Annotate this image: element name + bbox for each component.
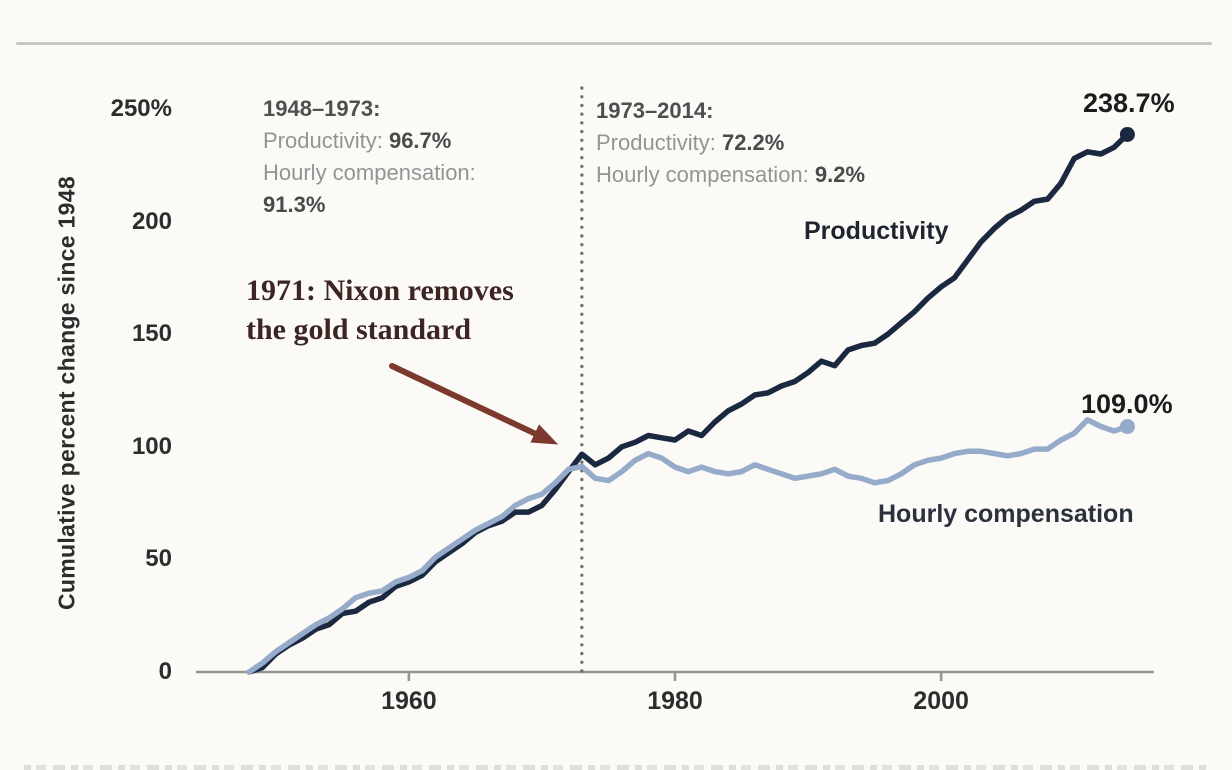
nixon-annotation: 1971: Nixon removes the gold standard (246, 271, 606, 349)
productivity-stat-label: Productivity: (596, 130, 716, 155)
period-header: 1973–2014: (596, 98, 714, 123)
y-tick-label: 0 (158, 658, 172, 685)
period-stats-1948-1973: 1948–1973: Productivity: 96.7% Hourly co… (263, 93, 476, 221)
cropped-caption-remnant (24, 765, 1208, 770)
compensation-stat-value: 9.2% (814, 162, 866, 187)
nixon-arrow-head (530, 424, 559, 445)
x-tick-label: 1980 (647, 687, 703, 715)
y-tick-label: 250% (110, 95, 172, 122)
x-tick-label: 2000 (913, 687, 969, 715)
compensation-stat-label: Hourly compensation: (263, 160, 476, 185)
series-endpoint-productivity (1119, 126, 1135, 142)
series-line-compensation (246, 417, 1131, 675)
productivity-stat-value: 96.7% (388, 128, 452, 153)
compensation-stat: Hourly compensation: 9.2% (596, 159, 865, 191)
period-header: 1948–1973: (263, 96, 381, 121)
y-tick-label: 100 (131, 432, 172, 460)
y-tick-label: 50 (145, 545, 172, 573)
nixon-arrow-shaft (389, 363, 547, 441)
compensation-series-label: Hourly compensation (878, 500, 1134, 528)
productivity-stat: Productivity: 96.7% (263, 125, 476, 157)
top-divider-line (16, 42, 1212, 45)
series-endpoint-compensation (1119, 419, 1135, 435)
x-tick-label: 1960 (381, 687, 437, 715)
compensation-stat-label: Hourly compensation: (596, 162, 809, 187)
productivity-end-value: 238.7% (1083, 88, 1175, 118)
y-tick-label: 150 (131, 320, 172, 348)
series-line-productivity (246, 131, 1131, 675)
y-tick-label: 200 (131, 207, 172, 235)
nixon-annotation-line2: the gold standard (246, 313, 472, 346)
productivity-stat-value: 72.2% (721, 130, 785, 155)
compensation-end-value: 109.0% (1081, 389, 1173, 419)
nixon-annotation-line1: 1971: Nixon removes (246, 274, 514, 307)
compensation-stat: Hourly compensation: 91.3% (263, 157, 476, 221)
productivity-stat-label: Productivity: (263, 128, 383, 153)
period-stats-1973-2014: 1973–2014: Productivity: 72.2% Hourly co… (596, 95, 865, 191)
productivity-series-label: Productivity (804, 217, 949, 245)
compensation-stat-value: 91.3% (263, 192, 326, 217)
productivity-stat: Productivity: 72.2% (596, 127, 865, 159)
